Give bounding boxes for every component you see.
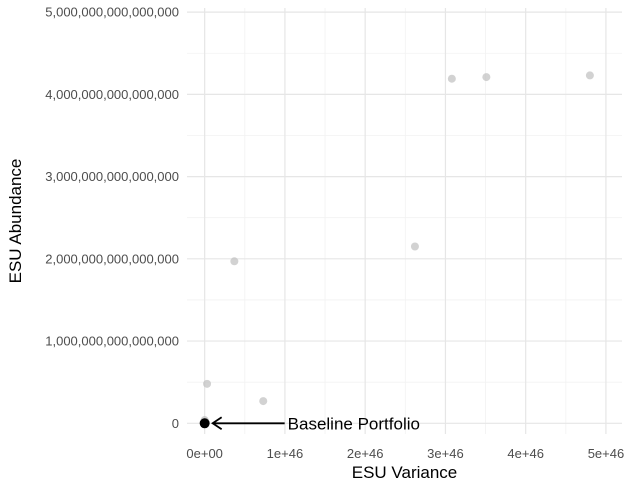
y-axis-title: ESU Abundance — [6, 159, 25, 284]
data-point — [203, 379, 212, 388]
x-tick-label: 4e+46 — [507, 446, 544, 461]
data-points — [200, 71, 594, 426]
y-tick-label: 2,000,000,000,000,000 — [45, 251, 179, 266]
x-tick-label: 5e+46 — [588, 446, 625, 461]
y-tick-label: 4,000,000,000,000,000 — [45, 87, 179, 102]
x-tick-labels: 0e+00 1e+46 2e+46 3e+46 4e+46 5e+46 — [186, 446, 624, 461]
x-tick-label: 3e+46 — [427, 446, 464, 461]
annotation-arrowhead — [211, 416, 223, 431]
baseline-point — [199, 418, 210, 429]
data-point — [447, 74, 456, 83]
y-tick-labels: 0 1,000,000,000,000,000 2,000,000,000,000,… — [45, 5, 179, 431]
annotation-label: Baseline Portfolio — [288, 414, 420, 433]
y-tick-label: 5,000,000,000,000,000 — [45, 5, 179, 20]
data-point — [230, 257, 239, 266]
data-point — [259, 397, 268, 406]
y-tick-label: 0 — [172, 416, 179, 431]
annotation: Baseline Portfolio — [199, 414, 420, 433]
data-point — [410, 242, 419, 251]
data-point — [482, 73, 491, 82]
x-tick-label: 2e+46 — [347, 446, 384, 461]
x-tick-label: 1e+46 — [267, 446, 304, 461]
y-tick-label: 1,000,000,000,000,000 — [45, 334, 179, 349]
y-tick-label: 3,000,000,000,000,000 — [45, 169, 179, 184]
x-axis-title: ESU Variance — [352, 463, 458, 482]
x-tick-label: 0e+00 — [186, 446, 223, 461]
grid — [187, 8, 622, 434]
data-point — [585, 71, 594, 80]
